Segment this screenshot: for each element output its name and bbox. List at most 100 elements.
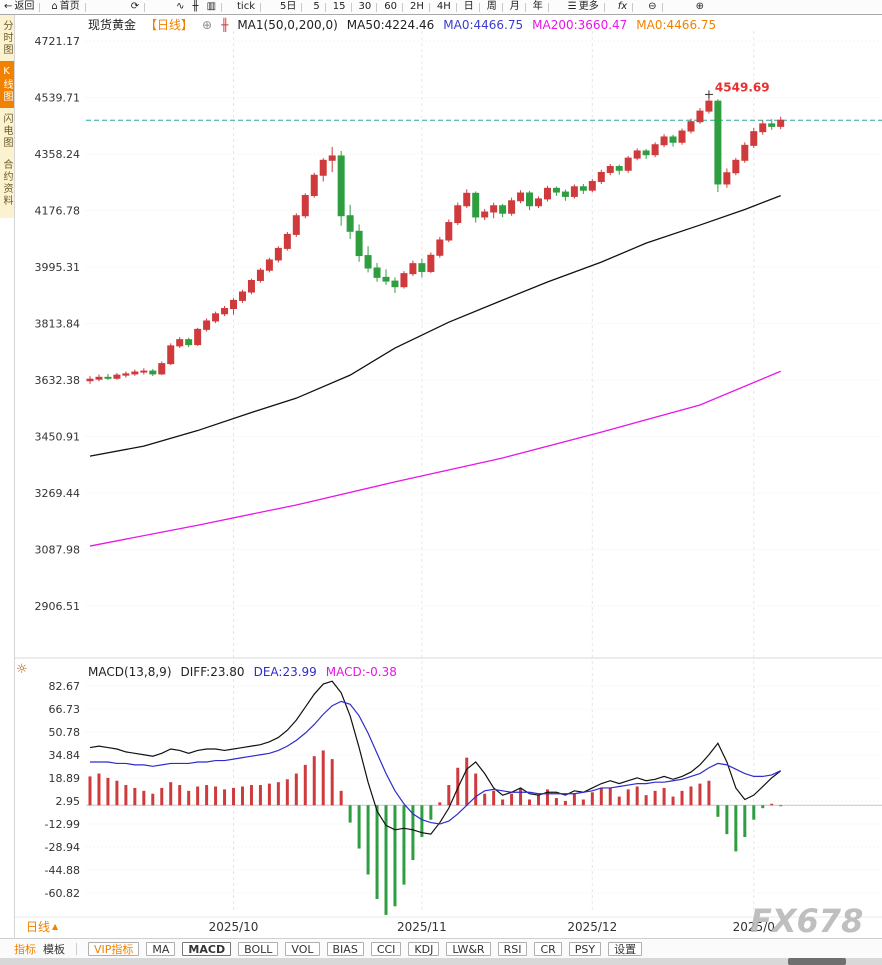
ma50-line <box>89 195 781 457</box>
toolbar-back[interactable]: ← 返回 <box>4 2 34 12</box>
toolbar-interval-2h[interactable]: 2H <box>410 2 424 12</box>
toolbar-fx-formula[interactable]: fx <box>618 2 627 12</box>
period-dropdown-label: 日线 <box>26 920 51 934</box>
legend-ma-params: MA1(50,0,200,0) <box>237 17 338 32</box>
toolbar-chart-type-bar[interactable]: ▥ <box>207 2 216 12</box>
toolbar-interval-30[interactable]: 30 <box>359 2 372 12</box>
toolbar-interval-day[interactable]: 日 <box>464 2 474 12</box>
tab-indicators[interactable]: 指标 <box>14 942 36 956</box>
macd-legend: MACD(13,8,9) DIFF:23.80 DEA:23.99 MACD:-0.3… <box>88 665 397 679</box>
toolbar-separator <box>324 2 326 12</box>
toolbar-interval-5[interactable]: 5 <box>313 2 319 12</box>
macd-histogram <box>88 750 783 915</box>
toolbar-separator <box>260 2 262 12</box>
diff-line <box>89 680 782 835</box>
svg-text:2025/0: 2025/0 <box>733 920 775 934</box>
svg-text:2.95: 2.95 <box>56 795 81 808</box>
toolbar-interval-month[interactable]: 月 <box>510 2 520 12</box>
indicator-kdj[interactable]: KDJ <box>408 941 440 956</box>
toolbar-interval-5d-label: 5日 <box>280 1 297 12</box>
x-axis-labels: 2025/10 2025/11 2025/12 2025/0 <box>209 920 775 934</box>
zoom-in-icon: ⊕ <box>695 1 704 12</box>
toolbar-interval-4h-label: 4H <box>436 1 451 12</box>
toolbar-zoom-in[interactable]: ⊕ <box>696 2 704 12</box>
sidebar-item-group: 分时图 K线图闪电图合约资料 <box>0 15 14 218</box>
menu-icon: ☰ <box>567 1 577 12</box>
tab-templates[interactable]: 模板 <box>43 942 65 956</box>
sidebar-item-lightning-chart[interactable]: 闪电图 <box>1 113 12 149</box>
svg-text:82.67: 82.67 <box>49 680 81 693</box>
indicator-ma[interactable]: MA <box>146 941 176 956</box>
svg-text:4358.24: 4358.24 <box>35 148 81 161</box>
ma-indicator-icon[interactable]: ╫ <box>221 17 229 32</box>
toolbar-separator <box>401 2 403 12</box>
home-icon: ⌂ <box>51 1 58 12</box>
toolbar-chart-type-line[interactable]: ∿ <box>176 2 184 12</box>
indicator-boll[interactable]: BOLL <box>238 941 279 956</box>
sidebar-item-kline-chart[interactable]: K线图 <box>0 61 14 108</box>
indicator-vol[interactable]: VOL <box>285 941 320 956</box>
toolbar-zoom-out[interactable]: ⊖ <box>648 2 656 12</box>
add-indicator-icon[interactable]: ⊕ <box>202 17 213 32</box>
indicator-rsi[interactable]: RSI <box>497 941 528 956</box>
toolbar-home-label: 首页 <box>59 1 80 12</box>
svg-text:-28.94: -28.94 <box>45 841 80 854</box>
toolbar-separator <box>376 2 378 12</box>
toolbar-interval-4h[interactable]: 4H <box>437 2 451 12</box>
svg-text:3087.98: 3087.98 <box>35 543 81 556</box>
toolbar-more[interactable]: ☰ 更多 <box>568 2 599 12</box>
toolbar-interval-month-label: 月 <box>509 1 520 12</box>
toolbar-interval-15[interactable]: 15 <box>333 2 346 12</box>
legend-ma200-value: MA200:3660.47 <box>532 17 628 32</box>
toolbar-interval-year[interactable]: 年 <box>533 2 543 12</box>
legend-period-tag: 【日线】 <box>145 18 194 32</box>
svg-text:2025/10: 2025/10 <box>209 920 259 934</box>
toolbar-interval-week-label: 周 <box>486 1 497 12</box>
toolbar-interval-60[interactable]: 60 <box>384 2 397 12</box>
svg-text:-60.82: -60.82 <box>45 887 80 900</box>
svg-text:4721.17: 4721.17 <box>35 35 81 48</box>
toolbar-refresh[interactable]: ⟳ <box>131 2 139 12</box>
indicator-settings[interactable]: 设置 <box>608 941 643 956</box>
indicator-settings-icon[interactable]: ☼ <box>16 662 28 677</box>
period-dropdown[interactable]: 日线 ▲ <box>26 918 58 935</box>
sidebar-item-contract-info[interactable]: 合约资料 <box>1 159 12 207</box>
svg-text:50.78: 50.78 <box>49 726 81 739</box>
legend-macd-params: MACD(13,8,9) <box>88 665 172 679</box>
toolbar-home[interactable]: ⌂ 首页 <box>51 2 79 12</box>
indicator-cr[interactable]: CR <box>534 941 562 956</box>
svg-text:34.84: 34.84 <box>49 749 81 762</box>
toolbar-interval-5d[interactable]: 5日 <box>280 2 296 12</box>
indicator-bias[interactable]: BIAS <box>326 941 364 956</box>
indicator-vip[interactable]: VIP指标 <box>88 941 140 956</box>
back-arrow-icon: ← <box>4 1 13 12</box>
toolbar-interval-tick[interactable]: tick <box>237 2 255 12</box>
toolbar-separator <box>221 2 223 12</box>
sidebar-item-time-chart[interactable]: 分时图 <box>1 20 12 56</box>
svg-text:3632.38: 3632.38 <box>35 374 81 387</box>
svg-text:2025/12: 2025/12 <box>567 920 617 934</box>
svg-text:2025/11: 2025/11 <box>397 920 447 934</box>
bottom-bar-separator <box>76 942 77 955</box>
scrollbar-thumb[interactable] <box>788 958 846 965</box>
indicator-toolbar: 指标 模板 VIP指标 MA MACD BOLL VOL BIAS CCI KDJ LW&R RSI C… <box>0 938 882 958</box>
toolbar-separator <box>144 2 146 12</box>
toolbar-separator <box>301 2 303 12</box>
toolbar-interval-week[interactable]: 周 <box>487 2 497 12</box>
legend-dea-value: DEA:23.99 <box>253 665 317 679</box>
refresh-icon: ⟳ <box>130 1 140 12</box>
indicator-lwr[interactable]: LW&R <box>446 941 491 956</box>
indicator-macd[interactable]: MACD <box>182 941 232 956</box>
candles-layer[interactable] <box>86 94 785 384</box>
toolbar-interval-5-label: 5 <box>313 1 320 12</box>
toolbar-fx-formula-label: fx <box>617 1 628 12</box>
indicator-psy[interactable]: PSY <box>568 941 602 956</box>
indicator-cci[interactable]: CCI <box>370 941 402 956</box>
svg-text:4549.69: 4549.69 <box>715 80 770 94</box>
horizontal-scrollbar[interactable] <box>0 958 882 965</box>
toolbar-chart-type-candle[interactable]: ╫ <box>193 2 199 12</box>
caret-up-icon: ▲ <box>52 922 59 931</box>
toolbar-interval-2h-label: 2H <box>409 1 424 12</box>
